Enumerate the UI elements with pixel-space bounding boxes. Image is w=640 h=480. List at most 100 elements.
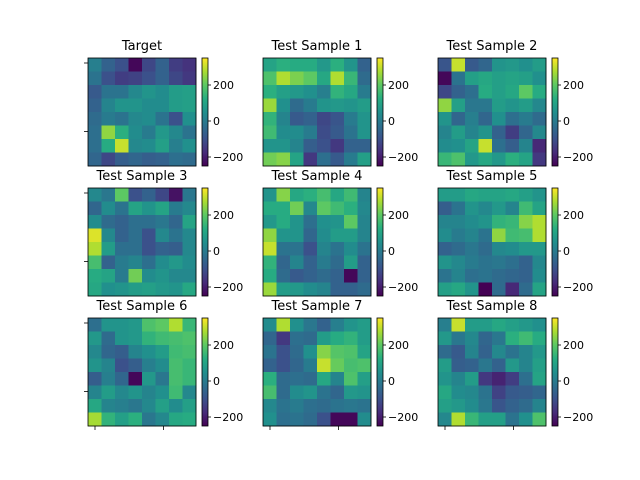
- heatmap-cell: [182, 412, 197, 427]
- heatmap-cell: [519, 269, 533, 283]
- heatmap-cell: [276, 372, 291, 386]
- heatmap-cell: [478, 85, 493, 99]
- heatmap-cell: [142, 358, 156, 373]
- heatmap-cell: [290, 125, 304, 140]
- heatmap-cell: [290, 98, 304, 113]
- heatmap-cell: [169, 58, 183, 72]
- heatmap-cell: [344, 242, 358, 256]
- heatmap-cell: [357, 412, 372, 427]
- heatmap-cell: [303, 188, 318, 202]
- heatmap-cell: [101, 242, 116, 256]
- heatmap-cell: [478, 139, 493, 153]
- heatmap-cell: [317, 152, 331, 167]
- heatmap-cell: [357, 269, 372, 283]
- colorbar-frame: [201, 187, 209, 297]
- heatmap-cell: [519, 372, 533, 386]
- heatmap-cell: [505, 331, 520, 346]
- heatmap-cell: [519, 228, 533, 243]
- heatmap-cell: [290, 188, 304, 202]
- heatmap-cell: [438, 282, 452, 297]
- heatmap-cell: [263, 242, 277, 256]
- colorbar-frame: [376, 57, 384, 167]
- heatmap-cell: [169, 85, 183, 99]
- heatmap-cell: [155, 215, 170, 229]
- heatmap-cell: [88, 345, 102, 359]
- heatmap-cell: [451, 282, 466, 297]
- heatmap-cell: [290, 331, 304, 346]
- heatmap-cell: [357, 215, 372, 229]
- heatmap-cell: [492, 399, 506, 413]
- colorbar: [202, 318, 208, 426]
- heatmap-cell: [492, 58, 506, 72]
- heatmap-cell: [276, 215, 291, 229]
- heatmap-cell: [115, 385, 129, 400]
- heatmap-cell: [344, 112, 358, 126]
- heatmap-cell: [330, 412, 345, 427]
- colorbar-tick-label: −200: [563, 411, 593, 424]
- heatmap-cell: [128, 372, 143, 386]
- heatmap-cell: [317, 98, 331, 113]
- heatmap-cell: [532, 201, 547, 216]
- heatmap-cell: [290, 269, 304, 283]
- axes-frame: [87, 187, 197, 297]
- heatmap-cell: [263, 152, 277, 167]
- heatmap-cell: [276, 188, 291, 202]
- heatmap-cell: [101, 58, 116, 72]
- heatmap-cell: [276, 112, 291, 126]
- heatmap-cell: [263, 85, 277, 99]
- heatmap-cell: [128, 282, 143, 297]
- heatmap-cell: [465, 358, 479, 373]
- heatmap-cell: [519, 242, 533, 256]
- heatmap-cell: [465, 269, 479, 283]
- heatmap-cell: [505, 188, 520, 202]
- heatmap-cell: [142, 228, 156, 243]
- heatmap-cell: [169, 269, 183, 283]
- heatmap-cell: [532, 228, 547, 243]
- axes-frame: [87, 57, 197, 167]
- heatmap-cell: [344, 139, 358, 153]
- heatmap-cell: [169, 201, 183, 216]
- heatmap-cell: [155, 85, 170, 99]
- heatmap-cell: [492, 331, 506, 346]
- heatmap-cell: [330, 85, 345, 99]
- heatmap-cell: [492, 112, 506, 126]
- heatmap-cell: [317, 358, 331, 373]
- heatmap-cell: [182, 71, 197, 86]
- heatmap-cell: [492, 215, 506, 229]
- heatmap-cell: [330, 269, 345, 283]
- heatmap-cell: [532, 282, 547, 297]
- heatmap-cell: [88, 228, 102, 243]
- heatmap-cell: [438, 228, 452, 243]
- heatmap-cell: [276, 152, 291, 167]
- heatmap-cell: [276, 331, 291, 346]
- heatmap-cell: [344, 188, 358, 202]
- colorbar-tick-label: 0: [388, 245, 395, 258]
- heatmap-cell: [303, 112, 318, 126]
- heatmap-cell: [128, 58, 143, 72]
- heatmap-cell: [290, 71, 304, 86]
- heatmap-cell: [303, 85, 318, 99]
- heatmap-cell: [438, 385, 452, 400]
- heatmap-cell: [276, 201, 291, 216]
- heatmap-cell: [357, 255, 372, 270]
- heatmap-cell: [115, 358, 129, 373]
- heatmap-cell: [465, 125, 479, 140]
- heatmap-cell: [276, 269, 291, 283]
- heatmap-cell: [465, 58, 479, 72]
- heatmap-cell: [438, 58, 452, 72]
- heatmap-cell: [478, 201, 493, 216]
- heatmap-cell: [115, 98, 129, 113]
- heatmap-cell: [532, 331, 547, 346]
- heatmap-cell: [290, 372, 304, 386]
- heatmap-cell: [115, 71, 129, 86]
- heatmap-cell: [128, 242, 143, 256]
- heatmap-cell: [88, 282, 102, 297]
- heatmap-cell: [88, 152, 102, 167]
- heatmap-cell: [492, 385, 506, 400]
- panel-title: Test Sample 5: [446, 169, 538, 184]
- heatmap-cell: [519, 331, 533, 346]
- heatmap-cell: [128, 385, 143, 400]
- heatmap-cell: [101, 345, 116, 359]
- heatmap-cell: [357, 372, 372, 386]
- heatmap-cell: [438, 372, 452, 386]
